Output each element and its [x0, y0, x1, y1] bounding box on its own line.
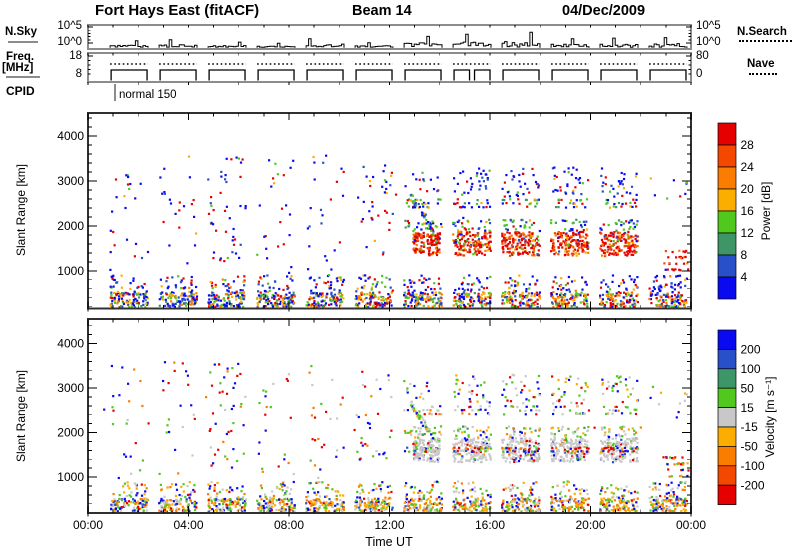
velocity-panel	[87, 318, 692, 514]
noise-axis-bottom-left: 10^0	[57, 36, 82, 48]
page-title: Fort Hays East (fitACF)	[95, 2, 260, 19]
noise-axis-bottom-right: 10^0	[696, 36, 721, 48]
power-scatter	[109, 154, 690, 309]
nsearch-dotted-line-key	[739, 40, 792, 42]
freq-axis-top: 18	[69, 49, 82, 62]
nave-axis-bottom: 0	[696, 67, 703, 80]
noise-axis-top-right: 10^5	[696, 20, 721, 32]
power-colorbar-title: Power [dB]	[759, 181, 773, 241]
x-axis-title: Time UT	[365, 535, 413, 549]
noise-trace	[109, 31, 688, 48]
beam-label: Beam 14	[352, 3, 412, 19]
frequency-trace	[110, 63, 687, 81]
cpid-tick	[114, 84, 116, 101]
cpid-value: normal 150	[119, 89, 177, 101]
nsky-label: N.Sky	[5, 26, 37, 38]
freq-axis-bottom: 8	[75, 67, 82, 80]
velocity-scatter	[103, 361, 690, 513]
cpid-label: CPID	[6, 84, 35, 98]
nsearch-label: N.Search	[737, 25, 787, 38]
nave-label: Nave	[747, 58, 775, 70]
nave-axis-top: 80	[696, 49, 709, 62]
axis-tick-labels: 00:00 04:00 08:00 12:00 16:00 20:00 00:0010001…	[57, 129, 706, 532]
velocity-colorbar-title: Velocity [m s⁻¹]	[763, 376, 777, 458]
noise-axis-top-left: 10^5	[57, 20, 82, 32]
date-label: 04/Dec/2009	[562, 3, 646, 19]
freq-solid-line-key	[6, 75, 40, 78]
nsky-solid-line-key	[8, 40, 38, 43]
power-panel-y-title: Slant Range [km]	[14, 163, 28, 257]
freq-label-line2: [MHz]	[2, 61, 34, 74]
nave-dotted-line-key	[749, 73, 777, 75]
axis-ticks	[87, 25, 692, 517]
velocity-panel-y-title: Slant Range [km]	[14, 369, 28, 463]
freq-label-line1: Freq.	[6, 50, 35, 63]
